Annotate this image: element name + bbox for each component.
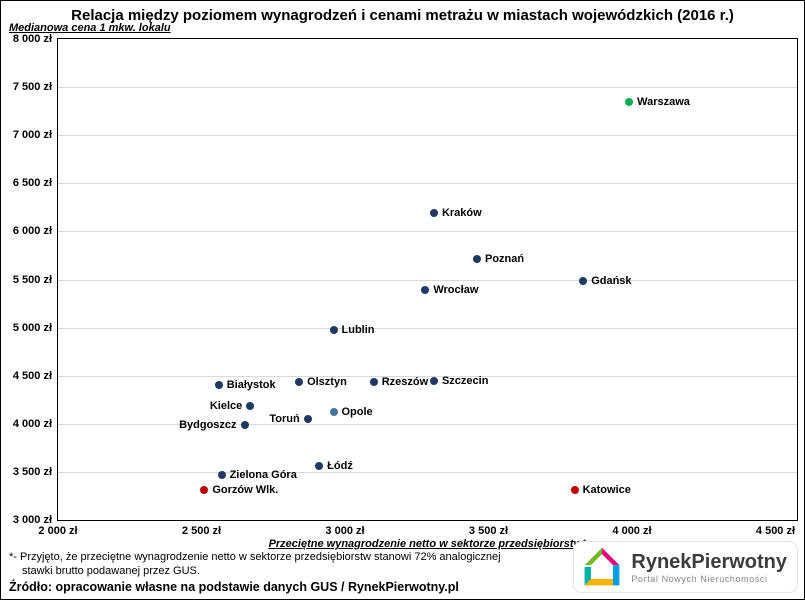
plot-area: 3 000 zł 3 500 zł 4 000 zł 4 500 zł 5 000 zł… [13,33,798,537]
y-tick-label-6500: 6 500 zł [12,177,52,190]
data-point-label-poznan: Poznań [485,253,525,266]
logo-name: RynekPierwotny [631,550,787,573]
data-point-label-olsztyn: Olsztyn [307,376,347,389]
gridline-y-3500 [58,471,797,473]
gridline-y-6500 [58,183,797,185]
data-point-szczecin [429,376,438,385]
data-point-label-wroclaw: Wrocław [433,284,479,297]
data-point-label-bialystok: Białystok [226,379,276,392]
y-tick-label-7500: 7 500 zł [12,81,52,94]
data-point-label-szczecin: Szczecin [441,374,489,387]
y-tick-label-3500: 3 500 zł [12,465,52,478]
gridline-y-4500 [58,375,797,377]
data-point-poznan [473,255,481,264]
gridline-y-4000 [58,423,797,425]
gridline-y-7500 [58,87,797,89]
data-point-label-gorzow-wlk: Gorzów Wlk. [212,484,279,497]
data-point-zielona-gora [217,470,226,479]
gridline-y-6000 [58,231,797,233]
data-point-lodz [315,462,324,471]
y-tick-label-4000: 4 000 zł [12,417,52,430]
data-point-label-krakow: Kraków [441,207,482,220]
data-point-rzeszow [369,378,378,387]
y-tick-label-3000: 3 000 zł [12,514,52,526]
data-point-label-zielona-gora: Zielona Góra [229,468,297,481]
data-point-torun [303,414,312,423]
data-point-label-kielce: Kielce [209,400,243,413]
data-point-label-katowice: Katowice [582,484,631,497]
data-point-opole [329,408,338,417]
y-axis-title: Medianowa cena 1 mkw. lokalu [9,22,171,34]
logo-tagline: Portal Nowych Nieruchomości [631,573,768,584]
source-line: Źródło: opracowanie własne na podstawie … [9,580,459,594]
data-point-bialystok [214,381,223,390]
data-point-olsztyn [295,378,304,387]
data-point-label-lodz: Łódź [327,460,353,473]
footnote-line-2: stawki brutto podawanej przez GUS. [22,565,200,577]
data-point-label-warszawa: Warszawa [637,95,690,108]
logo-text-block: RynekPierwotny Portal Nowych Nieruchomoś… [631,551,787,584]
x-tick-label-4000: 4 000 zł [612,525,652,537]
data-point-kielce [246,402,255,411]
data-point-label-torun: Toruń [269,412,300,425]
y-tick-label-5000: 5 000 zł [12,321,52,334]
footnote-block: *- Przyjęto, że przeciętne wynagrodzenie… [9,550,501,594]
data-point-label-lublin: Lublin [341,324,375,337]
gridline-y-5500 [58,279,797,281]
data-point-warszawa [625,97,634,106]
y-tick-label-7000: 7 000 zł [12,129,52,142]
data-point-gorzow-wlk [200,486,209,495]
footnote-line-1: *- Przyjęto, że przeciętne wynagrodzenie… [9,551,501,563]
x-tick-label-3500: 3 500 zł [468,525,509,537]
gridline-y-7000 [58,135,797,137]
data-point-label-gdansk: Gdańsk [591,275,632,288]
x-axis-title: Przeciętne wynagrodzenie netto w sektorz… [268,538,587,550]
y-tick-label-8000: 8 000 zł [12,33,52,45]
x-tick-label-4500: 4 500 zł [755,525,796,537]
data-point-lublin [329,326,338,335]
x-tick-label-3000: 3 000 zł [325,525,365,537]
y-tick-label-6000: 6 000 zł [12,225,52,238]
chart-title: Relacja między poziomem wynagrodzeń i ce… [71,7,734,24]
rynekpierwotny-logo: RynekPierwotny Portal Nowych Nieruchomoś… [573,541,798,593]
y-tick-label-5500: 5 500 zł [12,273,52,286]
house-logo-icon [584,547,620,586]
data-point-krakow [429,209,438,218]
data-point-wroclaw [421,286,430,295]
data-point-katowice [570,486,579,495]
y-tick-label-4500: 4 500 zł [12,369,52,382]
x-tick-label-2500: 2 500 zł [181,525,222,537]
data-point-label-bydgoszcz: Bydgoszcz [179,418,237,431]
data-point-label-rzeszow: Rzeszów [381,376,429,389]
gridline-y-5000 [58,327,797,329]
x-tick-label-2000: 2 000 zł [38,525,78,537]
data-point-label-opole: Opole [341,406,373,419]
data-point-bydgoszcz [240,420,249,429]
data-point-gdansk [579,277,588,286]
